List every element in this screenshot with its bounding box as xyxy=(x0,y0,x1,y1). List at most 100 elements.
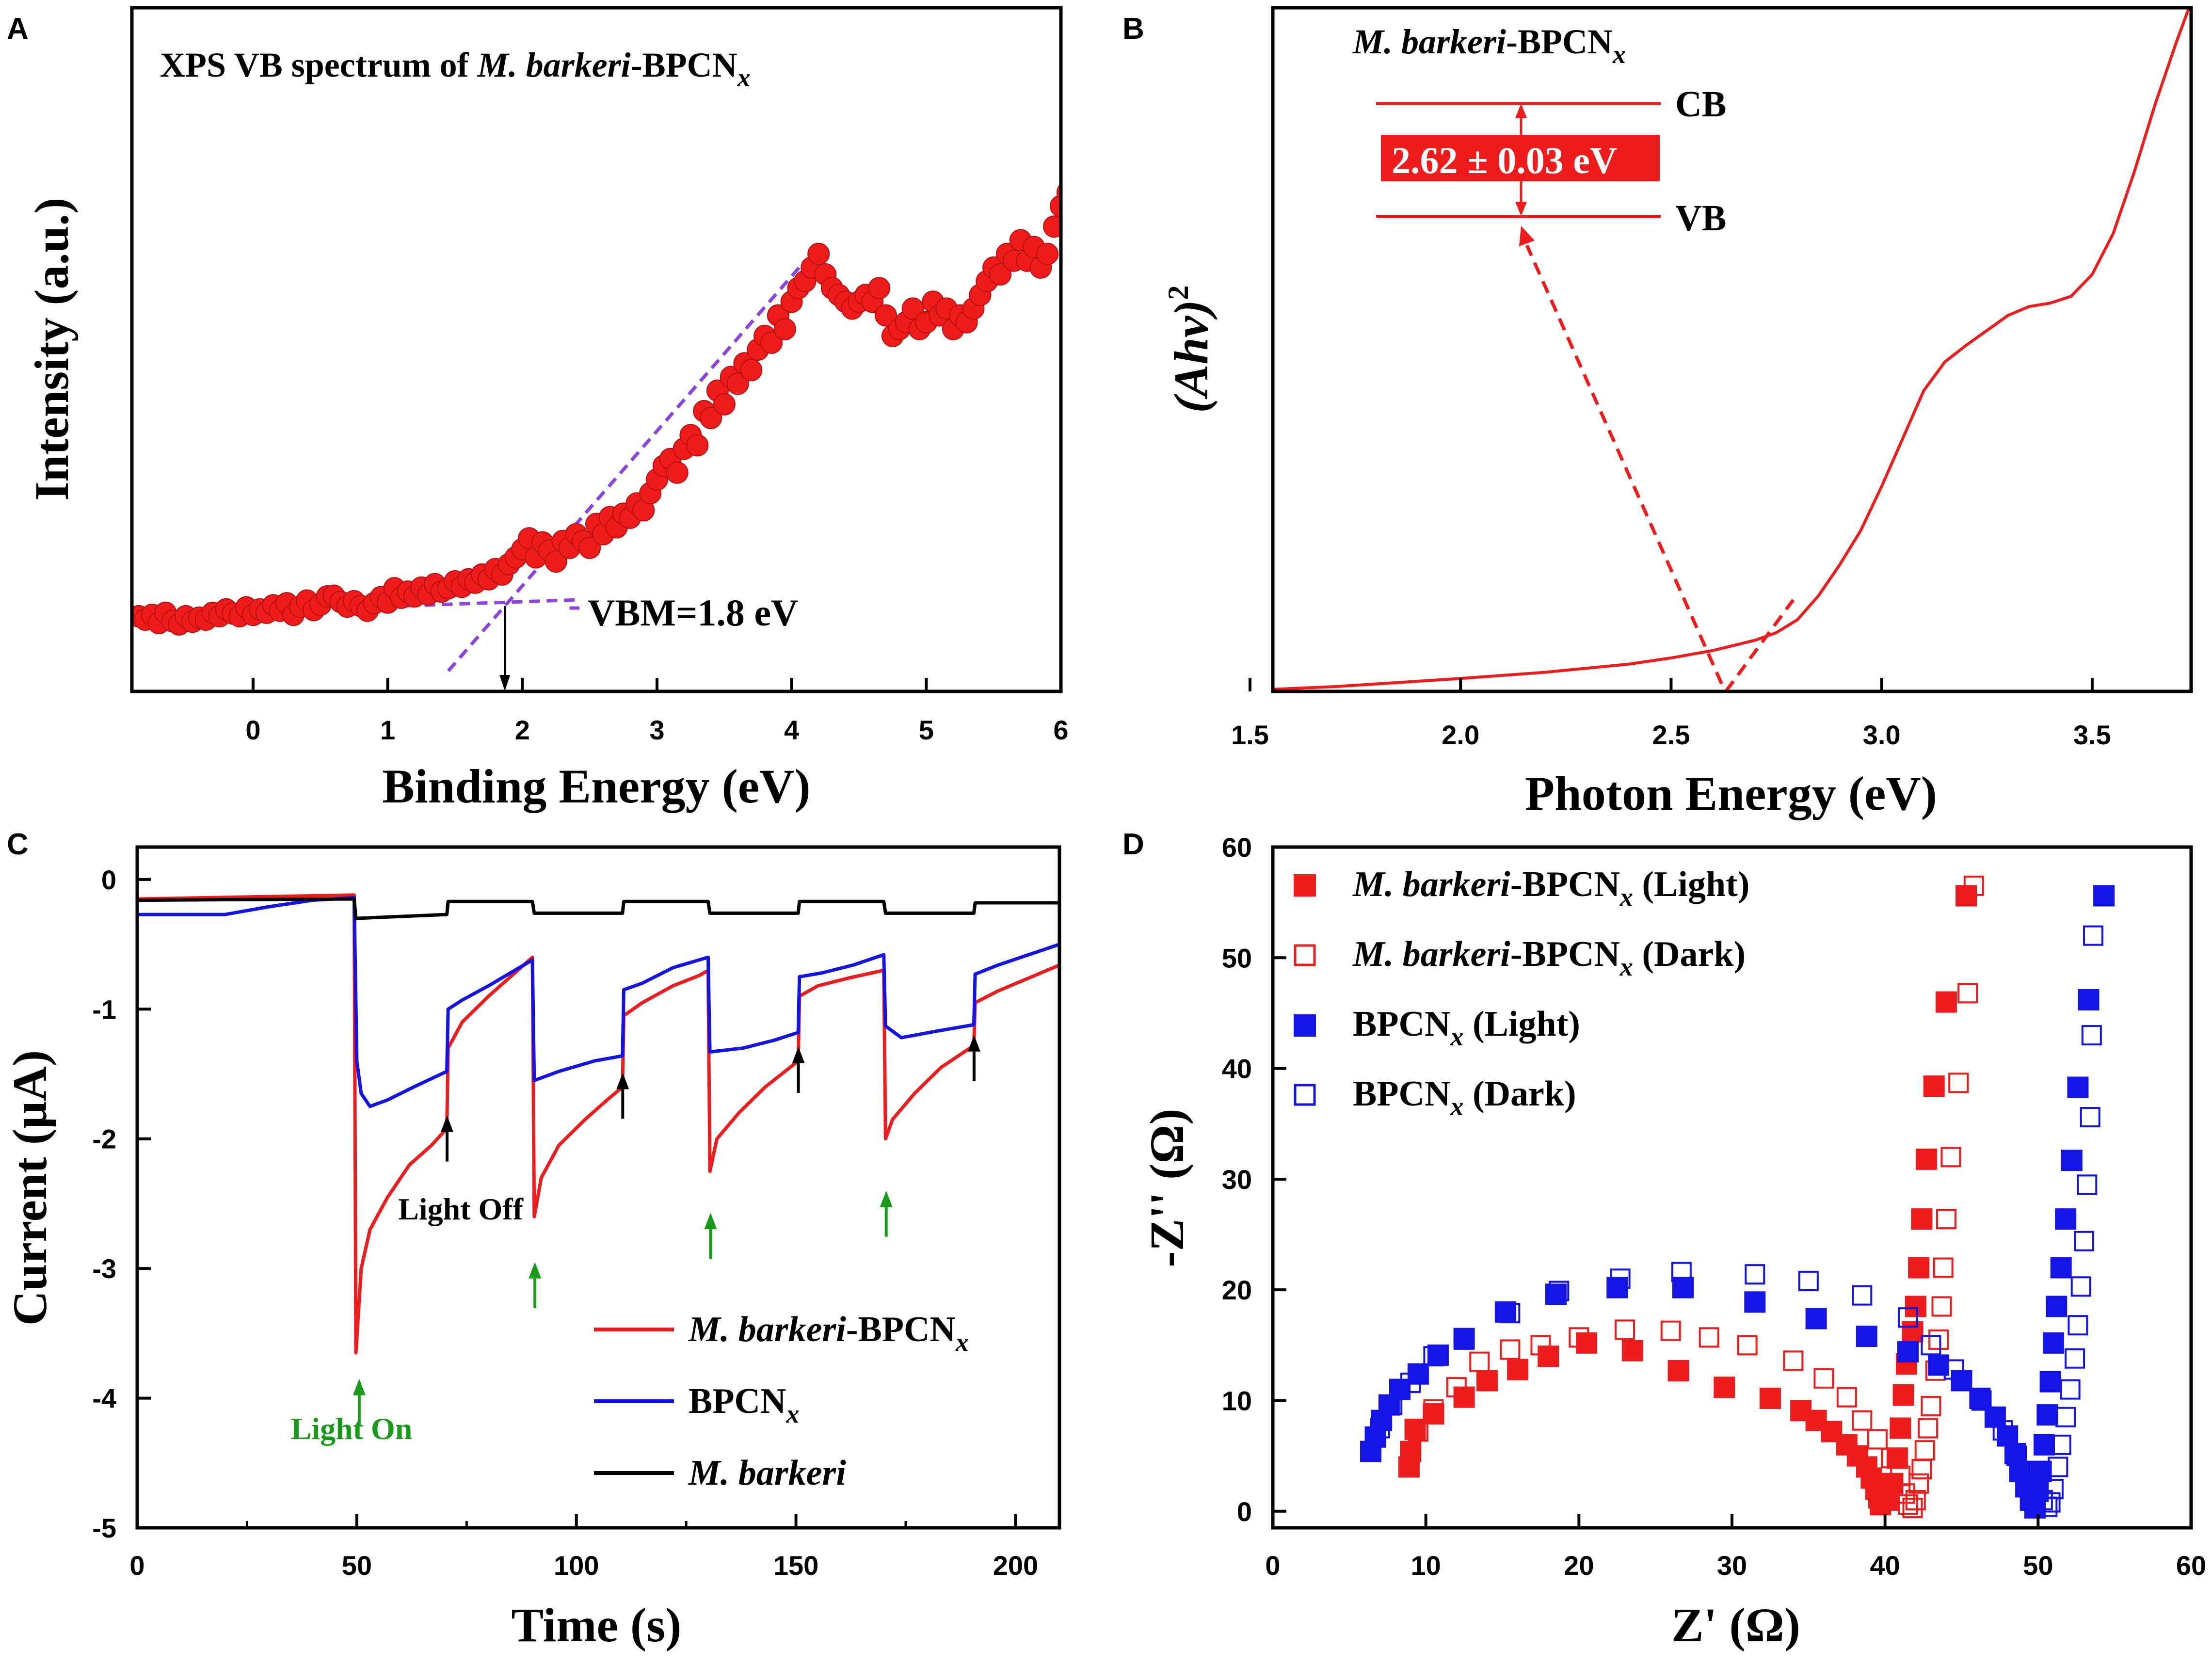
panel-a-x-tick-label-6: 6 xyxy=(1053,715,1068,745)
panel-c-frame xyxy=(135,845,1061,1530)
panel-a-vbm-arrow-head xyxy=(499,675,511,691)
panel-a-x-axis: 0 1 2 3 4 5 6 xyxy=(245,678,1069,745)
panel-d-y-tick-label-4: 40 xyxy=(1222,1054,1252,1084)
panel-d-point-1-10 xyxy=(1737,1335,1758,1356)
panel-d-point-2-29 xyxy=(2036,1404,2058,1426)
panel-a-x-tick-label-4: 4 xyxy=(784,715,799,745)
panel-a-point-87 xyxy=(713,393,736,416)
panel-d-point-2-38 xyxy=(2093,885,2115,907)
panel-d-point-3-32 xyxy=(2077,1174,2098,1195)
panel-c-y-tick-label-5: -5 xyxy=(92,1513,116,1543)
panel-b-gap-badge xyxy=(1381,135,1660,181)
panel-d-point-3-7 xyxy=(1610,1268,1631,1289)
panel-d-point-3-25 xyxy=(2051,1434,2071,1455)
panel-d-point-2-17 xyxy=(1951,1370,1972,1392)
legend-label-mb: M. barkeri xyxy=(688,1453,846,1493)
panel-d-point-3-8 xyxy=(1671,1262,1692,1282)
panel-a-title: XPS VB spectrum of M. barkeri-BPCNx xyxy=(160,46,751,92)
panel-c-x-tick-label-4: 200 xyxy=(993,1550,1038,1581)
panel-c-y-tick-label-4: -4 xyxy=(92,1383,116,1414)
panel-c-x-tick-label-3: 150 xyxy=(773,1550,818,1581)
panel-c-series-black xyxy=(137,897,1059,920)
panel-d-point-0-27 xyxy=(1892,1384,1914,1406)
panel-d-point-1-7 xyxy=(1615,1319,1635,1340)
panel-c-light-off-arrowhead-3 xyxy=(967,1035,980,1052)
panel-a-x-tick-label-2: 2 xyxy=(515,715,530,745)
panel-d-point-1-24 xyxy=(1914,1440,1935,1461)
panel-d-point-3-5 xyxy=(1500,1303,1521,1324)
panel-d-point-0-8 xyxy=(1576,1332,1598,1354)
panel-d-point-1-5 xyxy=(1530,1335,1551,1356)
panel-a-point-111 xyxy=(875,304,897,327)
panel-d-point-3-29 xyxy=(2068,1315,2088,1336)
panel-d-point-1-22 xyxy=(1908,1473,1929,1494)
panel-d-point-2-34 xyxy=(2055,1208,2077,1230)
panel-d-point-3-3 xyxy=(1423,1346,1444,1367)
panel-c: C 0 50 100 150 200 0 -1 -2 -3 -4 -5 Light Off Ligh… xyxy=(3,828,1061,1652)
panel-d-point-2-30 xyxy=(2039,1371,2061,1393)
panel-a-point-115 xyxy=(901,297,924,320)
panel-d-point-3-11 xyxy=(1852,1285,1873,1306)
panel-d-point-0-33 xyxy=(1915,1148,1937,1170)
panel-a-point-137 xyxy=(1050,194,1061,217)
legend-marker-mb-light xyxy=(1294,874,1316,897)
panel-d-point-3-6 xyxy=(1549,1281,1570,1301)
panel-d-point-3-27 xyxy=(2060,1379,2081,1400)
panel-d-point-1-8 xyxy=(1660,1320,1681,1341)
panel-b-sample-label: M. barkeri-BPCNx xyxy=(1352,22,1626,69)
panel-d-y-label: -Z'' (Ω) xyxy=(1140,1108,1194,1267)
panel-d-point-3-10 xyxy=(1798,1270,1819,1291)
panel-d-point-3-16 xyxy=(1992,1420,2013,1441)
panel-d-point-2-14 xyxy=(1856,1326,1877,1347)
panel-d-point-3-22 xyxy=(2040,1492,2061,1513)
panel-d-y-tick-label-5: 50 xyxy=(1222,943,1252,973)
panel-d-point-1-14 xyxy=(1852,1410,1873,1431)
panel-d-x-tick-label-3: 30 xyxy=(1717,1550,1747,1581)
panel-d-point-0-34 xyxy=(1923,1075,1945,1097)
panel-d-point-1-25 xyxy=(1918,1418,1939,1439)
panel-d-point-0-11 xyxy=(1714,1377,1735,1398)
panel-b-frame xyxy=(1271,6,2193,693)
legend-label-mb-bpcn: M. barkeri-BPCNx xyxy=(688,1310,969,1357)
panel-b-x-tick-label-2: 2.5 xyxy=(1652,720,1690,750)
panel-d-y-tick-label-2: 20 xyxy=(1222,1275,1252,1305)
panel-d-point-1-20 xyxy=(1902,1497,1923,1518)
panel-a-point-83 xyxy=(686,434,709,457)
panel-a-x-tick-label-1: 1 xyxy=(380,715,395,745)
panel-d-point-0-5 xyxy=(1476,1370,1498,1392)
panel-d-point-1-1 xyxy=(1423,1399,1444,1420)
panel-b: B 1.5 2.0 2.5 3.0 3.5 M. barkeri-BPCNx CB VB… xyxy=(1122,6,2193,820)
panel-d-point-1-28 xyxy=(1928,1329,1949,1350)
panel-c-y-label: Current (μA) xyxy=(3,1050,57,1326)
panel-c-axes: 0 50 100 150 200 0 -1 -2 -3 -4 -5 xyxy=(92,865,1038,1581)
panel-d-point-0-9 xyxy=(1621,1340,1643,1362)
panel-d-y-tick-label-3: 30 xyxy=(1222,1164,1252,1195)
panel-c-letter: C xyxy=(7,828,29,861)
panel-c-light-off-arrowhead-1 xyxy=(616,1073,629,1089)
panel-c-y-tick-label-3: -3 xyxy=(92,1253,116,1284)
panel-d-legend: M. barkeri-BPCNx (Light) M. barkeri-BPCN… xyxy=(1294,865,1749,1121)
legend-marker-mb-dark xyxy=(1294,944,1316,966)
panel-d-point-2-8 xyxy=(1494,1301,1516,1323)
panel-d-point-1-33 xyxy=(1948,1073,1969,1093)
panel-d-point-2-16 xyxy=(1928,1354,1950,1376)
panel-d-point-2-9 xyxy=(1545,1283,1567,1305)
panel-b-x-label: Photon Energy (eV) xyxy=(1525,767,1937,820)
panel-a-x-label: Binding Energy (eV) xyxy=(382,759,810,813)
panel-d-point-1-6 xyxy=(1569,1327,1589,1348)
panel-d-point-3-30 xyxy=(2070,1276,2091,1297)
panel-a-point-135 xyxy=(1036,242,1059,265)
panel-a-point-89 xyxy=(726,372,749,395)
panel-d-axes: 0 10 20 30 40 50 60 0 10 20 30 40 50 60 xyxy=(1222,832,2206,1581)
panel-d-point-2-13 xyxy=(1805,1308,1827,1330)
panel-c-light-on-arrowhead-1 xyxy=(529,1262,542,1279)
panel-d-x-tick-label-1: 10 xyxy=(1411,1550,1441,1581)
panel-d-point-1-3 xyxy=(1469,1351,1490,1372)
panel-c-plot xyxy=(137,893,1059,1355)
panel-b-x-tick-label-4: 3.5 xyxy=(2073,720,2111,750)
panel-a-plot xyxy=(132,183,1061,691)
panel-d-point-0-31 xyxy=(1908,1257,1930,1279)
panel-b-cb-label: CB xyxy=(1675,84,1727,125)
panel-d-point-3-18 xyxy=(2017,1462,2038,1483)
